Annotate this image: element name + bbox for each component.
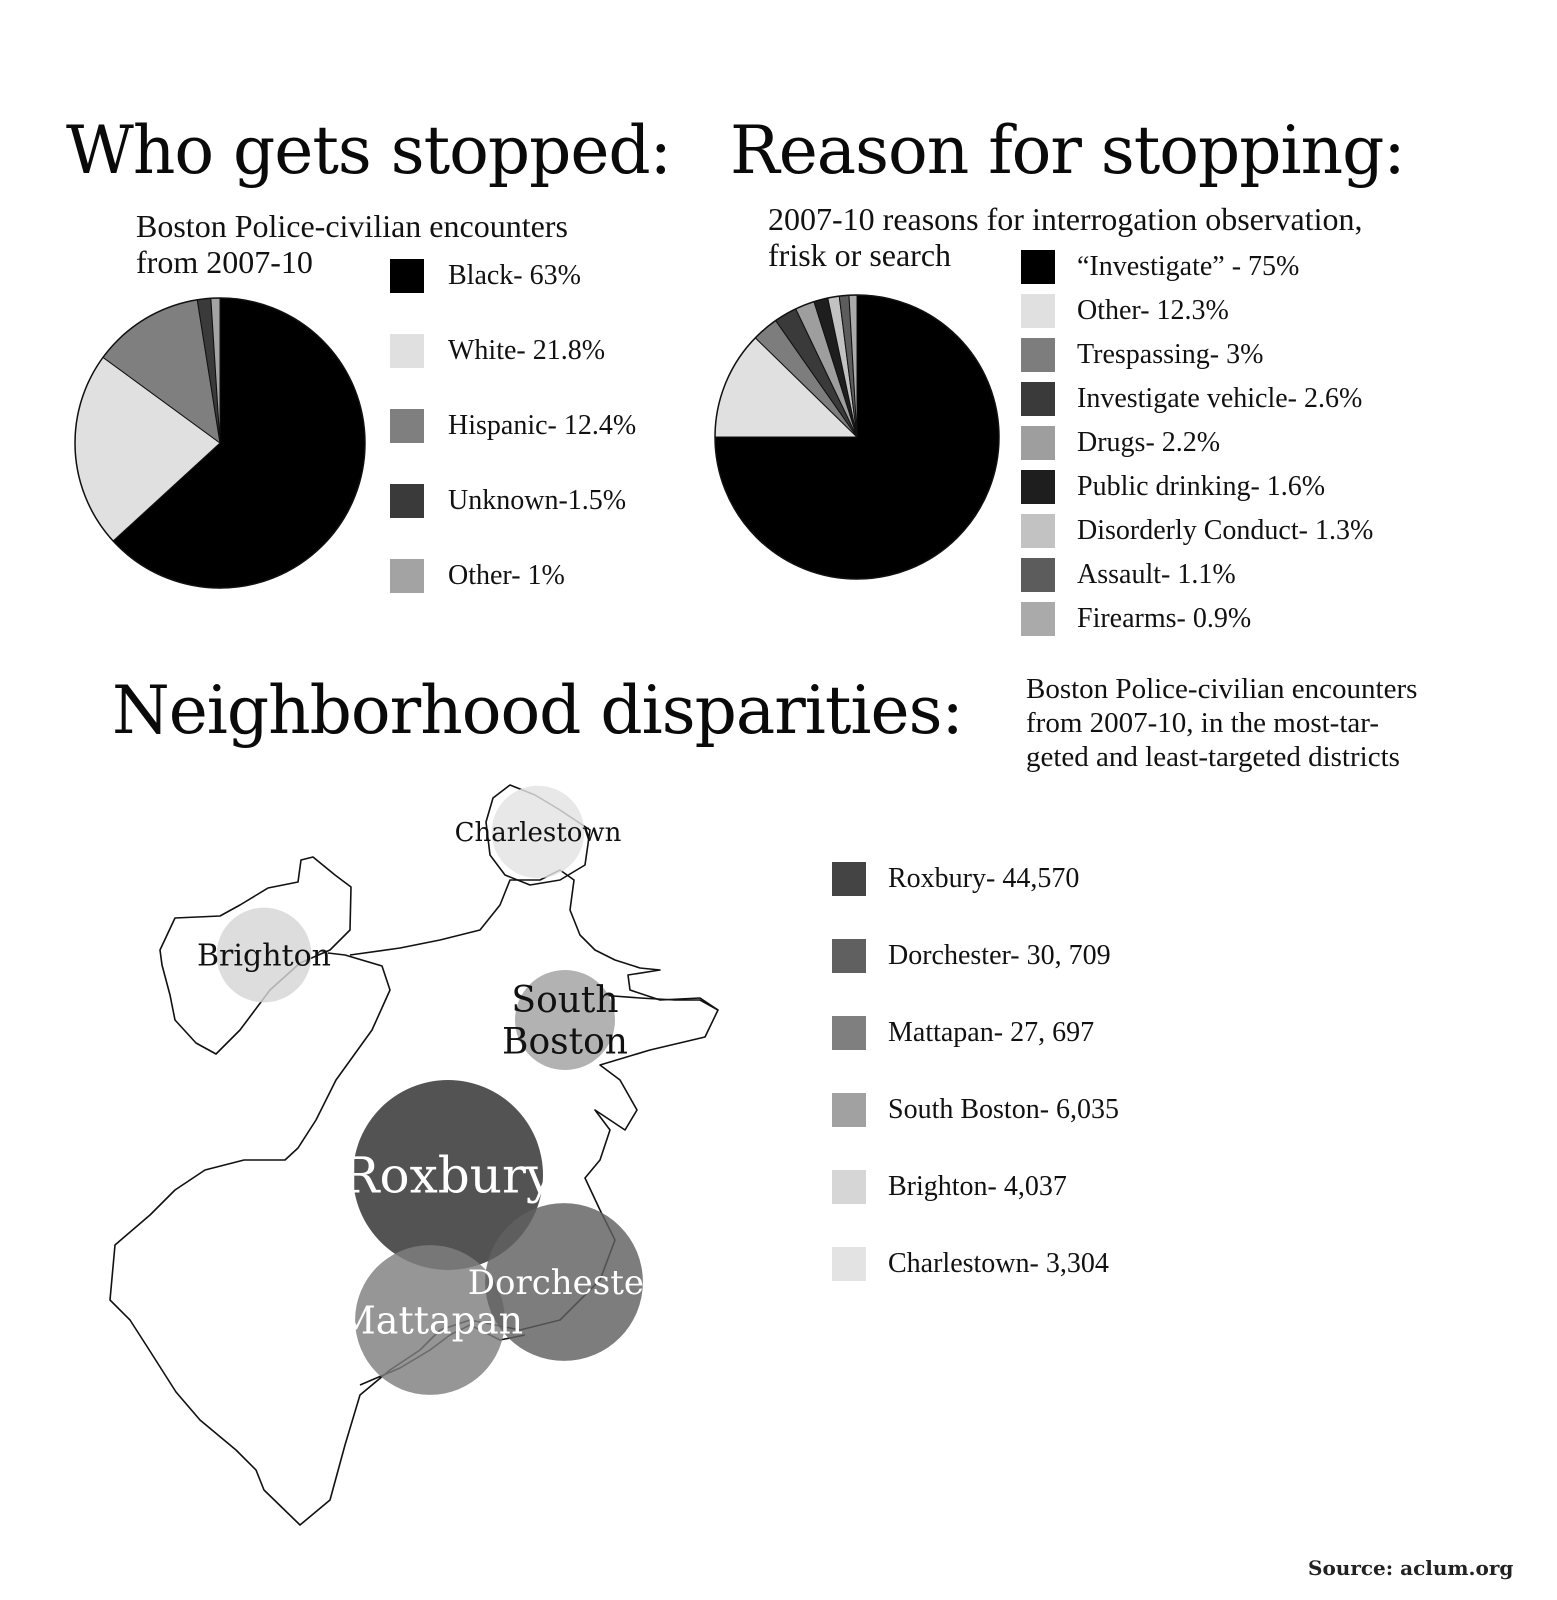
- legend-label: Charlestown- 3,304: [888, 1248, 1109, 1279]
- neighborhood-disparities-subtitle: Boston Police-civilian encounters from 2…: [1026, 673, 1418, 773]
- legend-label: Assault- 1.1%: [1077, 559, 1236, 590]
- legend-who-gets-stopped: Black- 63% White- 21.8% Hispanic- 12.4% Unk…: [390, 259, 710, 599]
- legend-label: Roxbury- 44,570: [888, 863, 1080, 894]
- bubble-south-boston: [515, 970, 615, 1070]
- legend-label: Brighton- 4,037: [888, 1171, 1067, 1202]
- legend-label: South Boston- 6,035: [888, 1094, 1120, 1125]
- legend-swatch: [1021, 426, 1055, 460]
- legend-label: Public drinking- 1.6%: [1077, 471, 1326, 502]
- map-label-charlestown: Charlestown: [455, 818, 622, 848]
- legend-swatch: [390, 259, 424, 293]
- legend-swatch: [1021, 470, 1055, 504]
- legend-swatch: [1021, 558, 1055, 592]
- reason-for-stopping-title: Reason for stopping:: [730, 112, 1406, 189]
- legend-swatch: [1021, 338, 1055, 372]
- map-label-brighton: Brighton: [197, 939, 331, 974]
- legend-label: Other- 1%: [448, 560, 565, 591]
- legend-neighborhood-disparities: Roxbury- 44,570 Dorchester- 30, 709 Mattap…: [832, 862, 1252, 1322]
- legend-swatch: [1021, 514, 1055, 548]
- bubble-mattapan: [355, 1245, 505, 1395]
- legend-swatch: [832, 1016, 866, 1050]
- pie-reason-for-stopping: [714, 294, 1000, 580]
- brighton-outline: [159, 856, 352, 1055]
- legend-swatch: [1021, 382, 1055, 416]
- map-label-mattapan: Mattapan: [337, 1298, 523, 1342]
- legend-label: Trespassing- 3%: [1077, 339, 1264, 370]
- legend-swatch: [832, 1093, 866, 1127]
- legend-swatch: [832, 862, 866, 896]
- legend-swatch: [390, 409, 424, 443]
- legend-swatch: [1021, 294, 1055, 328]
- neighborhood-disparities-title: Neighborhood disparities:: [112, 672, 964, 749]
- legend-swatch: [832, 1170, 866, 1204]
- legend-swatch: [1021, 250, 1055, 284]
- legend-label: Unknown-1.5%: [448, 485, 627, 516]
- legend-swatch: [390, 334, 424, 368]
- legend-label: Mattapan- 27, 697: [888, 1017, 1095, 1048]
- legend-label: Disorderly Conduct- 1.3%: [1077, 515, 1374, 546]
- pie-who-gets-stopped: [74, 297, 366, 589]
- bubble-dorchester: [485, 1203, 643, 1361]
- who-gets-stopped-subtitle: Boston Police-civilian encounters from 2…: [136, 208, 568, 280]
- pie-outline: [714, 294, 1000, 580]
- legend-label: Dorchester- 30, 709: [888, 940, 1111, 971]
- south-boston-outline: [599, 994, 719, 1011]
- reason-for-stopping-subtitle: 2007-10 reasons for interrogation observ…: [768, 201, 1363, 273]
- who-gets-stopped-title: Who gets stopped:: [66, 112, 672, 189]
- legend-label: Drugs- 2.2%: [1077, 427, 1221, 458]
- legend-label: Firearms- 0.9%: [1077, 603, 1252, 634]
- map-label-roxbury: Roxbury: [342, 1147, 555, 1205]
- pie-outline: [74, 297, 366, 589]
- legend-label: Investigate vehicle- 2.6%: [1077, 383, 1363, 414]
- bubble-brighton: [216, 907, 312, 1003]
- legend-label: Other- 12.3%: [1077, 295, 1229, 326]
- bubble-charlestown: [491, 785, 585, 879]
- legend-label: Hispanic- 12.4%: [448, 410, 637, 441]
- bubble-roxbury: [353, 1080, 543, 1270]
- legend-label: “Investigate” - 75%: [1077, 251, 1300, 282]
- source-credit: Source: aclum.org: [1308, 1556, 1514, 1580]
- legend-swatch: [390, 484, 424, 518]
- charlestown-outline: [485, 784, 591, 886]
- legend-label: White- 21.8%: [448, 335, 606, 366]
- legend-swatch: [390, 559, 424, 593]
- legend-swatch: [832, 939, 866, 973]
- map-label-south-boston: South Boston: [502, 980, 628, 1062]
- map-label-dorchester: Dorchester: [468, 1263, 661, 1303]
- legend-swatch: [832, 1247, 866, 1281]
- legend-swatch: [1021, 602, 1055, 636]
- legend-label: Black- 63%: [448, 260, 581, 291]
- legend-reason-for-stopping: “Investigate” - 75% Other- 12.3% Trespassi…: [1021, 250, 1541, 650]
